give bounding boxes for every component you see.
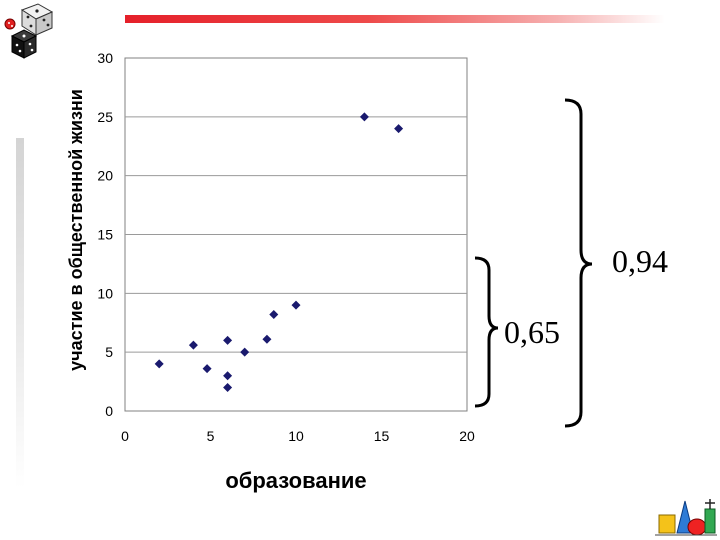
data-point (188, 340, 198, 350)
top-accent-bar (125, 15, 665, 23)
x-tick-label: 15 (374, 428, 390, 444)
data-point (262, 334, 272, 344)
gridlines (125, 116, 467, 353)
data-points (154, 112, 404, 392)
x-tick-label: 0 (121, 428, 129, 444)
y-axis-label: участие в общественной жизни (66, 89, 86, 371)
x-tick-label: 20 (459, 428, 475, 444)
data-point (394, 124, 404, 134)
data-point (223, 382, 233, 392)
y-tick-label: 10 (97, 285, 113, 301)
geometry-shapes-icon (655, 499, 717, 536)
inner-correlation-label: 0,65 (504, 314, 560, 350)
y-tick-label: 25 (97, 109, 113, 125)
x-axis-label: образование (225, 468, 366, 493)
inner-brace (474, 256, 499, 408)
x-tick-label: 10 (288, 428, 304, 444)
data-point (202, 364, 212, 374)
y-tick-label: 0 (105, 403, 113, 419)
data-point (291, 300, 301, 310)
y-tick-label: 15 (97, 227, 113, 243)
x-tick-label: 5 (207, 428, 215, 444)
y-tick-label: 20 (97, 168, 113, 184)
x-tick-labels: 0 5 10 15 20 (121, 428, 475, 444)
data-point (154, 359, 164, 369)
data-point (223, 335, 233, 345)
y-tick-label: 30 (97, 50, 113, 66)
data-point (269, 310, 279, 320)
data-point (223, 371, 233, 381)
dice-icon (4, 3, 54, 59)
data-point (240, 347, 250, 357)
data-point (359, 112, 369, 122)
outer-brace (564, 98, 593, 428)
y-tick-labels: 0 5 10 15 20 25 30 (97, 50, 113, 419)
outer-correlation-label: 0,94 (612, 243, 668, 279)
side-accent-bar (16, 138, 24, 488)
y-tick-label: 5 (105, 344, 113, 360)
